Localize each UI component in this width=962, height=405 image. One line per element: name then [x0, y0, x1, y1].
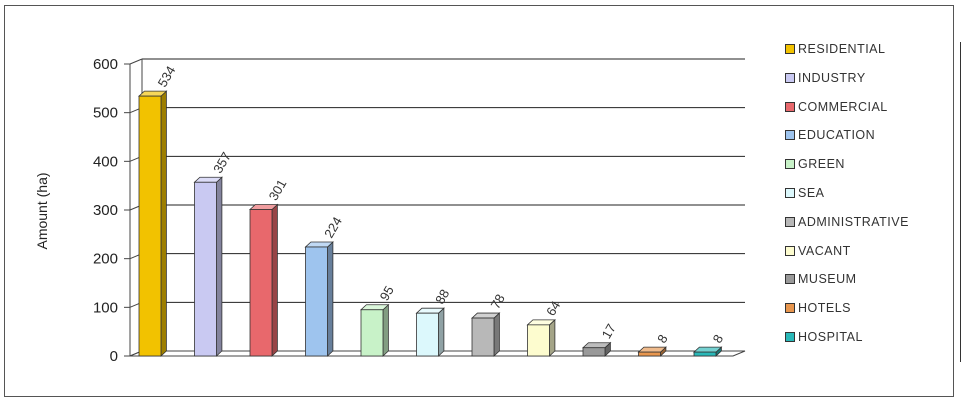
bar-museum [582, 347, 606, 357]
bar-top [415, 307, 445, 314]
legend-label: VACANT [798, 243, 851, 258]
y-tick-label: 100 [93, 299, 118, 316]
bar-chart: 0 100 200 300 400 500 600 Amount (ha) 534 357 301 2… [34, 56, 746, 365]
bar-side [271, 203, 278, 357]
bar-administrative [471, 317, 495, 357]
bar-side [216, 176, 223, 357]
legend-swatch [785, 159, 795, 170]
y-tick-label: 0 [110, 348, 118, 365]
legend-item-sea: SEA [785, 184, 825, 202]
legend-swatch [785, 332, 795, 342]
bar-top [581, 342, 612, 349]
bar-top [193, 176, 223, 183]
data-label: 357 [210, 149, 234, 175]
data-label: 224 [321, 214, 345, 240]
data-label: 8 [710, 332, 727, 346]
data-label: 17 [599, 321, 619, 341]
legend-label: MUSEUM [798, 272, 857, 287]
bar-vacant [527, 324, 550, 357]
legend-swatch [785, 274, 795, 285]
legend-swatch [785, 101, 795, 112]
legend-item-museum: MUSEUM [785, 270, 857, 288]
legend-item-administrative: ADMINISTRATIVE [785, 213, 909, 231]
legend-item-hotels: HOTELS [785, 299, 851, 317]
bar-green [360, 309, 384, 357]
data-label: 88 [432, 287, 452, 307]
bar-education [305, 246, 328, 357]
legend-item-education: EDUCATION [785, 126, 875, 144]
bar-side [549, 318, 556, 357]
data-label: 301 [266, 177, 290, 203]
legend-item-green: GREEN [785, 155, 845, 173]
bar-top [470, 312, 501, 319]
data-label: 78 [488, 292, 508, 312]
legend-label: RESIDENTIAL [798, 42, 886, 56]
bar-hotels [638, 351, 661, 357]
legend-swatch [785, 72, 795, 83]
legend-item-vacant: VACANT [785, 242, 851, 260]
y-tick-label: 600 [93, 56, 118, 73]
bar-top [359, 304, 390, 311]
legend-item-hospital: HOSPITAL [785, 328, 863, 346]
bar-side [160, 90, 167, 357]
legend-swatch [785, 245, 795, 256]
bar-hospital [693, 351, 717, 357]
bar-top [526, 319, 556, 326]
data-label: 95 [377, 283, 397, 303]
legend-item-commercial: COMMERCIAL [785, 98, 888, 116]
legend: RESIDENTIAL INDUSTRY COMMERCIAL EDUCATION GR… [785, 40, 951, 370]
legend-label: INDUSTRY [798, 70, 866, 85]
data-label: 534 [155, 63, 179, 89]
bar-top [692, 346, 723, 353]
legend-label: HOSPITAL [798, 330, 863, 344]
legend-label: GREEN [798, 157, 845, 172]
bar-top [304, 241, 334, 248]
legend-label: EDUCATION [798, 128, 876, 143]
chart-frame: 0 100 200 300 400 500 600 Amount (ha) 534 357 301 2… [4, 5, 961, 397]
data-label: 8 [654, 332, 671, 346]
legend-swatch [785, 188, 795, 198]
y-tick-label: 400 [93, 153, 118, 170]
legend-label: HOTELS [798, 301, 852, 316]
y-tick-label: 200 [93, 251, 118, 268]
bar-side [327, 241, 334, 357]
y-tick-label: 500 [93, 105, 118, 122]
legend-label: SEA [798, 186, 825, 200]
legend-swatch [785, 216, 795, 227]
legend-swatch [785, 44, 795, 54]
legend-item-residential: RESIDENTIAL [785, 40, 885, 58]
bar-top [137, 90, 168, 97]
legend-item-industry: INDUSTRY [785, 69, 866, 87]
data-label: 64 [543, 298, 563, 318]
y-tick-label: 300 [93, 202, 118, 219]
legend-swatch [785, 130, 795, 141]
legend-label: ADMINISTRATIVE [798, 214, 909, 229]
bar-side [438, 307, 445, 357]
y-axis-label: Amount (ha) [34, 172, 50, 249]
bar-top [248, 204, 279, 210]
bar-sea [416, 312, 439, 357]
bar-side [382, 303, 389, 357]
legend-label: COMMERCIAL [798, 99, 888, 114]
legend-divider [960, 42, 961, 362]
bar-side [493, 312, 500, 357]
bar-commercial [249, 209, 273, 357]
gridline-slant [129, 58, 143, 65]
bar-industry [194, 181, 217, 357]
bar-top [637, 346, 667, 353]
legend-swatch [785, 303, 795, 314]
bar-residential [138, 95, 162, 357]
